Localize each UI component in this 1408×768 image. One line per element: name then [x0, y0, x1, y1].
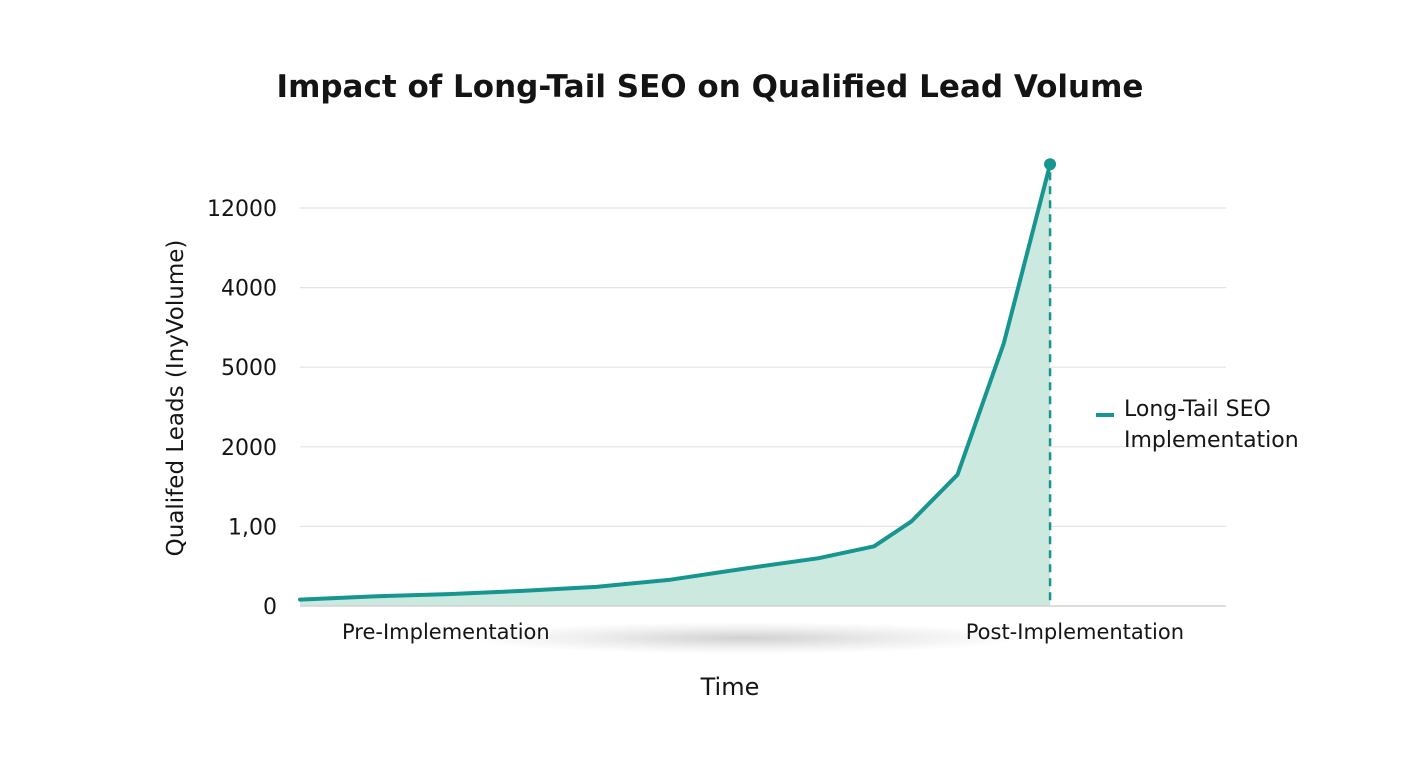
y-tick-label: 4000 — [221, 277, 277, 302]
y-axis-label: Qualifed Leads (InyVolume) — [163, 240, 189, 557]
plot-area — [298, 158, 1057, 606]
y-axis: 0 1,00 2000 5000 4000 12000 — [207, 197, 277, 620]
x-axis-label: Time — [700, 673, 760, 701]
x-tick-label-pre: Pre-Implementation — [342, 620, 550, 644]
legend-label-line-1: Long-Tail SEO — [1124, 397, 1271, 422]
series-line — [298, 162, 1053, 602]
legend-label: Long-Tail SEO Implementation — [1124, 397, 1299, 453]
x-tick-label-post: Post-Implementation — [966, 620, 1184, 644]
y-tick-label: 2000 — [221, 436, 277, 461]
chart-title: Impact of Long-Tail SEO on Qualified Lea… — [277, 69, 1144, 105]
shadow-decoration — [465, 622, 1025, 654]
series-area — [300, 164, 1051, 606]
y-tick-label: 1,00 — [228, 515, 277, 540]
y-tick-label: 5000 — [221, 356, 277, 381]
legend-label-line-2: Implementation — [1124, 428, 1299, 453]
legend: Long-Tail SEO Implementation — [1096, 397, 1299, 453]
series-end-point — [1044, 158, 1057, 171]
y-tick-label: 12000 — [207, 197, 277, 222]
grid — [300, 207, 1226, 528]
y-tick-label: 0 — [263, 595, 277, 620]
